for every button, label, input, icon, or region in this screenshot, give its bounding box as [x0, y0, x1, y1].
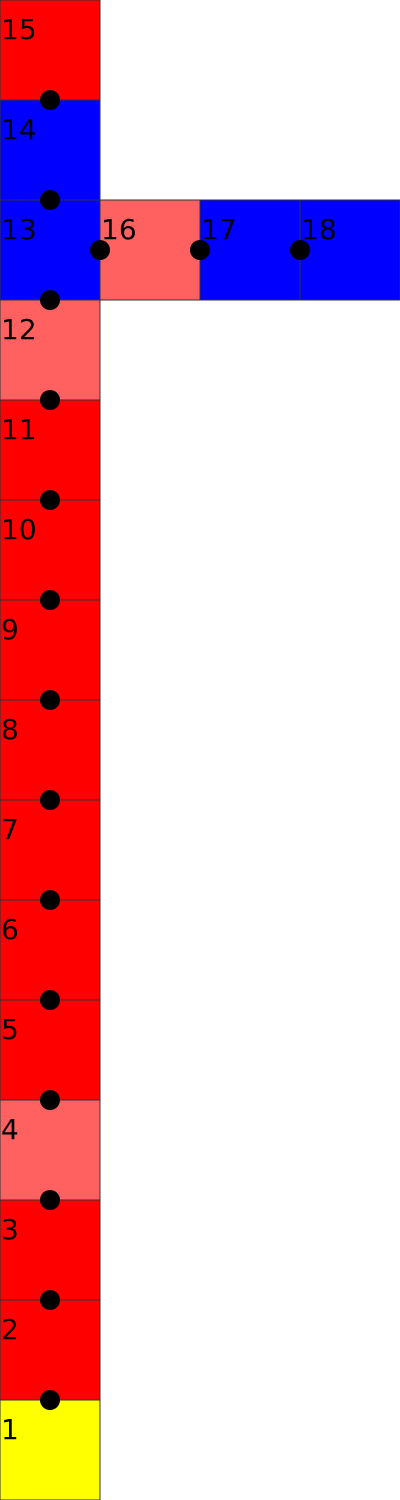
- joint-dot: [40, 790, 60, 810]
- joint-dot: [40, 290, 60, 310]
- joint-dot: [40, 990, 60, 1010]
- joint-dot: [40, 890, 60, 910]
- cell-12-label: 12: [1, 313, 37, 346]
- joints-layer: [40, 90, 310, 1410]
- joint-dot: [40, 90, 60, 110]
- cell-4: [0, 1099, 101, 1201]
- cell-13: [0, 199, 101, 301]
- cell-16: [99, 199, 201, 301]
- cell-10-label: 10: [1, 513, 37, 546]
- joint-dot: [40, 690, 60, 710]
- joint-dot: [40, 1190, 60, 1210]
- cell-1: [0, 1399, 101, 1500]
- joint-dot: [40, 490, 60, 510]
- cell-3-label: 3: [1, 1213, 19, 1246]
- cell-6: [0, 899, 101, 1001]
- cell-5: [0, 999, 101, 1101]
- cell-15: [0, 0, 101, 101]
- cell-9-label: 9: [1, 613, 19, 646]
- cell-2: [0, 1299, 101, 1401]
- joint-dot: [190, 240, 210, 260]
- joint-dot: [290, 240, 310, 260]
- cell-5-label: 5: [1, 1013, 19, 1046]
- joint-dot: [40, 1390, 60, 1410]
- cell-11-label: 11: [1, 413, 37, 446]
- cell-7: [0, 799, 101, 901]
- joint-dot: [40, 390, 60, 410]
- cell-16-label: 16: [101, 213, 137, 246]
- cell-12: [0, 299, 101, 401]
- cell-11: [0, 399, 101, 501]
- joint-dot: [40, 1090, 60, 1110]
- cell-14: [0, 99, 101, 201]
- joint-dot: [90, 240, 110, 260]
- joint-dot: [40, 590, 60, 610]
- cell-18-label: 18: [301, 213, 337, 246]
- cell-4-label: 4: [1, 1113, 19, 1146]
- cell-9: [0, 599, 101, 701]
- cell-8-label: 8: [1, 713, 19, 746]
- joint-dot: [40, 190, 60, 210]
- cell-6-label: 6: [1, 913, 19, 946]
- cell-13-label: 13: [1, 213, 37, 246]
- cell-17-label: 17: [201, 213, 237, 246]
- cell-18: [299, 199, 400, 301]
- cell-8: [0, 699, 101, 801]
- cell-2-label: 2: [1, 1313, 19, 1346]
- joint-dot: [40, 1290, 60, 1310]
- cell-1-label: 1: [1, 1413, 19, 1446]
- cell-10: [0, 499, 101, 601]
- cell-14-label: 14: [1, 113, 37, 146]
- cell-15-label: 15: [1, 13, 37, 46]
- cell-7-label: 7: [1, 813, 19, 846]
- cell-17: [199, 199, 301, 301]
